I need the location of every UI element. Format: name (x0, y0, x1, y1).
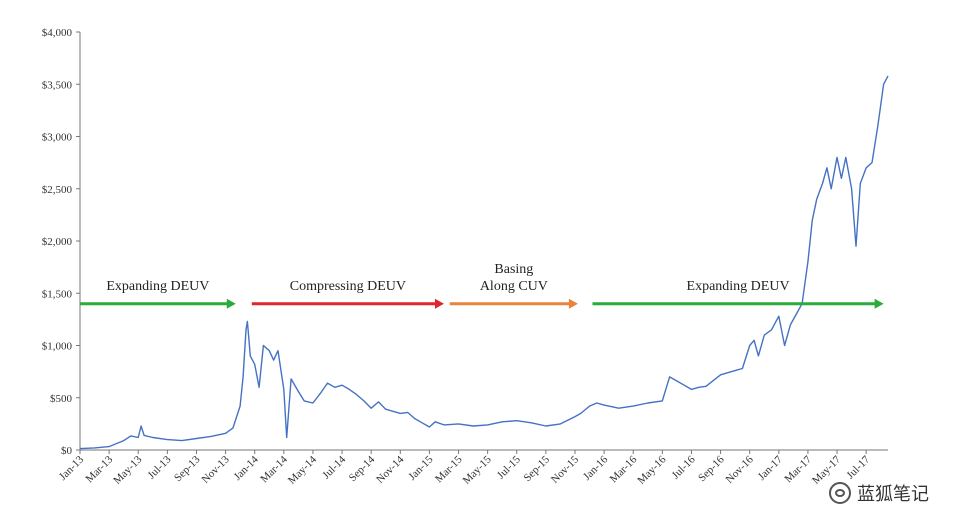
x-tick-label: Jan-16 (581, 453, 611, 483)
x-tick-label: May-13 (111, 453, 144, 486)
x-tick-label: Jul-16 (670, 453, 698, 481)
x-tick-label: Mar-13 (84, 453, 116, 485)
phase-label: Compressing DEUV (290, 279, 406, 294)
phase-label: Expanding DEUV (106, 279, 209, 294)
y-tick-label: $500 (50, 393, 73, 405)
x-tick-label: Jul-17 (844, 453, 872, 481)
y-tick-label: $2,000 (42, 236, 73, 248)
x-tick-label: Mar-15 (433, 453, 465, 485)
y-tick-label: $3,000 (42, 132, 73, 144)
x-tick-label: Nov-14 (374, 453, 407, 486)
x-tick-label: May-14 (286, 453, 319, 486)
x-tick-label: Mar-16 (608, 453, 640, 485)
x-tick-label: Sep-13 (172, 453, 203, 484)
x-tick-label: Nov-15 (549, 453, 582, 486)
phase-label: Along CUV (480, 279, 548, 294)
x-tick-label: Jul-13 (146, 453, 174, 481)
y-tick-label: $2,500 (42, 184, 73, 196)
x-tick-label: Jan-15 (406, 453, 436, 483)
watermark-text: 蓝狐笔记 (857, 484, 929, 505)
x-tick-label: Nov-16 (724, 453, 757, 486)
x-tick-label: Sep-15 (521, 453, 552, 484)
phase-annotation: Expanding DEUV (592, 279, 884, 309)
series-layer (79, 75, 889, 450)
phase-arrow-head (874, 298, 884, 309)
x-tick-label: Jul-15 (495, 453, 523, 481)
phase-label: Expanding DEUV (687, 279, 790, 294)
phase-annotation: Expanding DEUV (80, 279, 236, 309)
x-tick-label: Jul-14 (320, 453, 348, 481)
phase-label: Basing (494, 262, 533, 277)
y-tick-label: $0 (61, 445, 73, 457)
y-tick-label: $3,500 (42, 79, 73, 91)
annotations-layer: Expanding DEUV Compressing DEUV Basing Alon… (80, 262, 884, 309)
y-tick-label: $4,000 (42, 27, 73, 39)
phase-arrow-head (568, 298, 578, 309)
phase-arrow-head (226, 298, 236, 309)
x-tick-label: Mar-14 (258, 453, 290, 485)
x-tick-label: May-16 (635, 453, 668, 486)
x-tick-label: Jan-14 (232, 453, 262, 483)
y-tick-label: $1,000 (42, 341, 73, 353)
x-tick-label: Sep-16 (696, 453, 727, 484)
y-axis: $0 $500 $1,000 $1,500 $2,000 $2,500 $3,000 $3,5… (42, 27, 81, 457)
x-tick-label: May-15 (461, 453, 494, 486)
y-tick-label: $1,500 (42, 288, 73, 300)
x-tick-label: Nov-13 (199, 453, 232, 486)
x-tick-label: Jan-17 (756, 453, 786, 483)
x-tick-label: Sep-14 (347, 453, 378, 484)
x-tick-label: Mar-17 (782, 453, 814, 485)
phase-annotation: Basing Along CUV (449, 262, 578, 309)
x-tick-label: Jan-13 (57, 453, 87, 483)
price-line (79, 75, 889, 450)
watermark: 蓝狐笔记 (829, 480, 929, 506)
wechat-logo-icon (829, 482, 851, 504)
phase-annotation: Compressing DEUV (251, 279, 444, 309)
phase-arrow-head (434, 298, 444, 309)
